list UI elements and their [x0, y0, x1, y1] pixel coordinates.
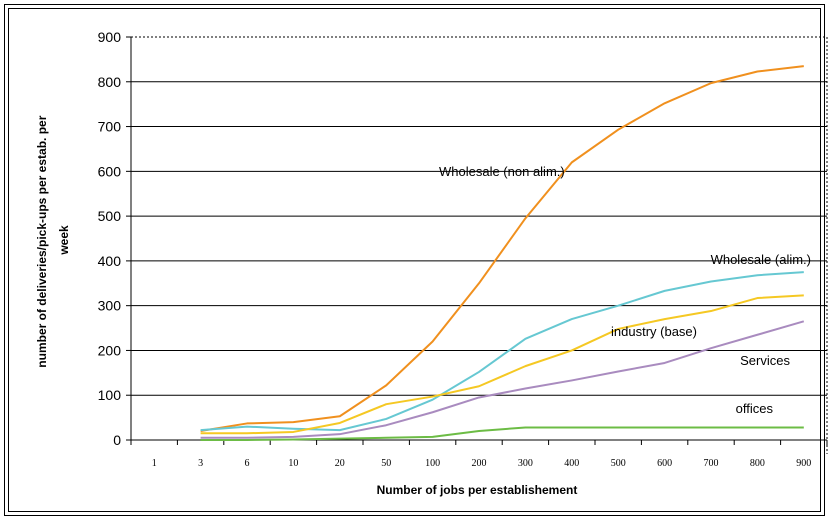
x-tick-label: 400 [564, 458, 579, 469]
y-tick-label: 400 [98, 253, 122, 269]
x-tick-label: 20 [335, 458, 345, 469]
y-tick-label: 300 [98, 298, 122, 314]
series-line [200, 320, 805, 439]
chart-frame [4, 4, 825, 516]
y-axis-title-line-2: week [57, 225, 71, 256]
y-tick-label: 200 [98, 342, 122, 358]
series-annotation: Wholesale (non alim.) [439, 164, 565, 179]
x-tick-label: 6 [245, 458, 250, 469]
series-line [200, 426, 804, 441]
x-tick-label: 100 [425, 458, 440, 469]
y-tick-label: 600 [98, 163, 122, 179]
gridlines [126, 36, 828, 454]
x-tick-label: 600 [657, 458, 672, 469]
x-tick-label: 200 [472, 458, 487, 469]
series-line [200, 271, 804, 432]
y-axis-title: number of deliveries/pick-ups per estab.… [35, 112, 71, 367]
y-tick-label: 800 [98, 74, 122, 90]
x-tick-labels: 1 3 6 10 20 50 100 200 300 400 500 600 700 800 900 [152, 458, 812, 469]
series-annotation: Services [740, 353, 790, 368]
series-line [200, 65, 804, 433]
series-annotations: Wholesale (non alim.) Wholesale (alim.) in… [439, 164, 811, 416]
x-tick-label: 10 [288, 458, 298, 469]
x-tick-label: 900 [796, 458, 811, 469]
chart-frame-inner [8, 8, 821, 512]
y-axis-title-line-1: number of deliveries/pick-ups per estab.… [35, 115, 49, 367]
series-annotation: Wholesale (alim.) [711, 252, 811, 267]
series-annotation: industry (base) [611, 324, 697, 339]
series-line [200, 294, 804, 435]
y-tick-label: 500 [98, 208, 122, 224]
x-axis-title: Number of jobs per establishement [377, 483, 578, 497]
x-tick-label: 700 [704, 458, 719, 469]
y-tick-label: 0 [113, 432, 121, 448]
y-tick-labels: 0 100 200 300 400 500 600 700 800 900 [98, 29, 122, 448]
y-tick-label: 900 [98, 29, 122, 45]
series-annotation: offices [736, 401, 774, 416]
x-tick-label: 50 [381, 458, 391, 469]
x-tick-label: 500 [611, 458, 626, 469]
y-tick-label: 100 [98, 387, 122, 403]
x-tick-label: 300 [518, 458, 533, 469]
x-tick-label: 1 [152, 458, 157, 469]
y-tick-label: 700 [98, 119, 122, 135]
x-tick-label: 3 [198, 458, 203, 469]
series-lines [200, 65, 805, 441]
x-tick-label: 800 [750, 458, 765, 469]
